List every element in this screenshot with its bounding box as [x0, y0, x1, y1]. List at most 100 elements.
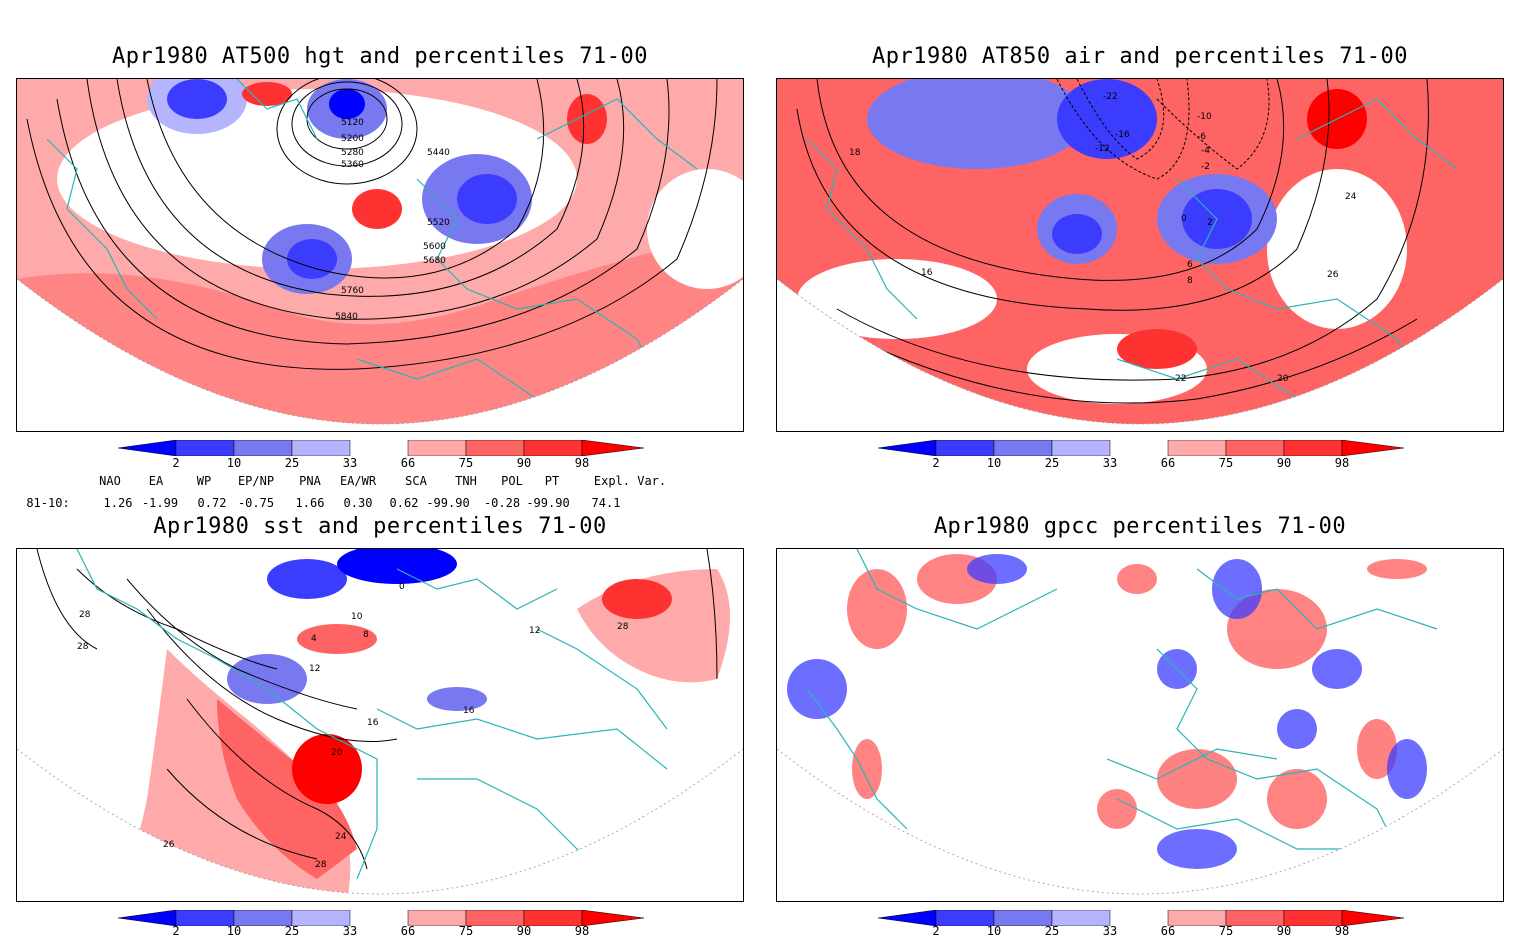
colorbar-tick-label: 75 [458, 924, 474, 938]
contour-label: 24 [335, 832, 347, 842]
row-label: 81-10: [26, 496, 70, 510]
colorbar-tick-label: 75 [1218, 456, 1234, 470]
contour-label: 0 [1181, 214, 1187, 224]
contour-label: 10 [351, 612, 363, 622]
contour-label: 18 [849, 148, 861, 158]
contour-label: 16 [367, 718, 379, 728]
contour-label: 26 [163, 840, 175, 850]
colorbar-tick-label: 25 [1044, 456, 1060, 470]
map-panel-500hgt: 5120 5200 5280 5360 5440 5520 5600 5680 … [16, 78, 744, 432]
contour-label: 5200 [341, 134, 364, 144]
contour-label: 28 [617, 622, 629, 632]
colorbar-tick-label: 33 [342, 456, 358, 470]
map-panel-sst: 28 28 26 0 4 8 10 12 16 20 24 28 16 12 2… [16, 548, 744, 902]
colorbar-tick-label: 98 [1334, 456, 1350, 470]
colorbar-tick-label: 10 [986, 924, 1002, 938]
index-value: -0.28 [483, 496, 521, 510]
colorbar-tick-label: 98 [1334, 924, 1350, 938]
contour-label: 5520 [427, 218, 450, 228]
contour-label: 12 [309, 664, 320, 674]
index-value: -0.75 [237, 496, 275, 510]
contour-label: -10 [1197, 112, 1212, 122]
contour-label: 5120 [341, 118, 364, 128]
contour-label: 0 [399, 582, 405, 592]
index-header: SCA [405, 474, 427, 488]
panel-title-sst: Apr1980 sst and percentiles 71-00 [153, 514, 607, 539]
colorbar-tick-label: 75 [1218, 924, 1234, 938]
contour-label: 5600 [423, 242, 446, 252]
contour-label: -22 [1103, 92, 1118, 102]
colorbar-tick-label: 66 [1160, 456, 1176, 470]
index-header: TNH [455, 474, 477, 488]
colorbar-sst: 2 10 25 33 66 75 90 98 [117, 909, 645, 940]
index-header: NAO [99, 474, 121, 488]
contour-label: 8 [363, 630, 369, 640]
contour-label: 6 [1187, 260, 1193, 270]
colorbar-tick-label: 75 [458, 456, 474, 470]
colorbar-850air: 2 10 25 33 66 75 90 98 [877, 439, 1405, 474]
colorbar-tick-label: 25 [1044, 924, 1060, 938]
colorbar-tick-label: 10 [226, 456, 242, 470]
contour-label: 16 [921, 268, 933, 278]
colorbar-tick-label: 25 [284, 456, 300, 470]
contour-label: 2 [1207, 218, 1213, 228]
contour-label: 20 [1277, 374, 1289, 384]
index-header: EA/WR [339, 474, 377, 488]
panel-title-gpcc: Apr1980 gpcc percentiles 71-00 [933, 514, 1347, 539]
contour-label: -12 [1095, 144, 1110, 154]
colorbar-tick-label: 33 [342, 924, 358, 938]
map-panel-850air: -22 -16 -12 -10 -6 -4 -2 0 2 6 8 16 18 2… [776, 78, 1504, 432]
colorbar-gpcc: 2 10 25 33 66 75 90 98 [877, 909, 1405, 940]
colorbar-500hgt: 2 10 25 33 66 75 90 98 [117, 439, 645, 474]
contour-label: -2 [1201, 162, 1210, 172]
colorbar-tick-label: 90 [516, 456, 532, 470]
index-value: 1.66 [295, 496, 325, 510]
index-header: PNA [299, 474, 321, 488]
index-header: POL [501, 474, 523, 488]
index-header: EA [148, 474, 164, 488]
colorbar-tick-label: 98 [574, 924, 590, 938]
contour-label: -4 [1201, 146, 1210, 156]
index-header: Expl. Var. [593, 474, 667, 488]
colorbar-tick-label: 25 [284, 924, 300, 938]
colorbar-tick-label: 90 [1276, 456, 1292, 470]
index-value: 0.72 [197, 496, 227, 510]
index-value: 0.62 [389, 496, 419, 510]
contour-label: 16 [463, 706, 475, 716]
colorbar-tick-label: 10 [986, 456, 1002, 470]
contour-label: 5280 [341, 148, 364, 158]
index-header: WP [196, 474, 212, 488]
contour-label: 28 [79, 610, 91, 620]
colorbar-tick-label: 33 [1102, 456, 1118, 470]
colorbar-tick-label: 10 [226, 924, 242, 938]
index-value: -99.90 [526, 496, 570, 510]
contour-label: -16 [1115, 130, 1130, 140]
contour-label: 5360 [341, 160, 364, 170]
index-header: EP/NP [237, 474, 275, 488]
index-value: 1.26 [103, 496, 133, 510]
colorbar-tick-label: 33 [1102, 924, 1118, 938]
contour-label: -6 [1197, 132, 1206, 142]
contour-label: 4 [311, 634, 317, 644]
contour-label: 28 [77, 642, 89, 652]
index-value: -1.99 [141, 496, 179, 510]
index-header: PT [544, 474, 560, 488]
colorbar-tick-label: 2 [932, 924, 940, 938]
map-panel-gpcc [776, 548, 1504, 902]
colorbar-tick-label: 98 [574, 456, 590, 470]
colorbar-tick-label: 2 [172, 924, 180, 938]
contour-label: 5760 [341, 286, 364, 296]
index-value: 74.1 [591, 496, 621, 510]
colorbar-tick-label: 90 [1276, 924, 1292, 938]
contour-label: 24 [1345, 192, 1357, 202]
panel-title-850air: Apr1980 AT850 air and percentiles 71-00 [871, 44, 1409, 69]
colorbar-tick-label: 66 [400, 456, 416, 470]
colorbar-tick-label: 90 [516, 924, 532, 938]
index-value: 0.30 [343, 496, 373, 510]
contour-label: 5440 [427, 148, 450, 158]
contour-label: 20 [331, 748, 343, 758]
colorbar-tick-label: 2 [932, 456, 940, 470]
contour-label: 22 [1175, 374, 1186, 384]
contour-label: 5680 [423, 256, 446, 266]
contour-label: 28 [315, 860, 327, 870]
